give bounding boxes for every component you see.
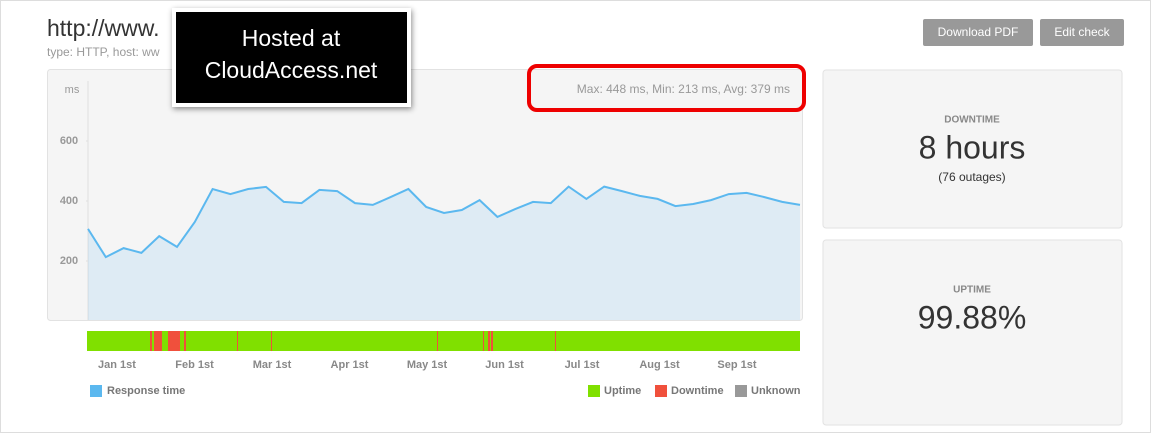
x-tick-label: Aug 1st bbox=[639, 359, 680, 371]
title: http://www. bbox=[47, 15, 159, 41]
x-tick-label: Jan 1st bbox=[98, 359, 136, 371]
x-tick-label: Apr 1st bbox=[331, 359, 369, 371]
legend-swatch bbox=[588, 385, 600, 397]
y-tick-label: 200 bbox=[60, 255, 78, 267]
stat-label: UPTIME bbox=[953, 285, 991, 296]
subtitle: type: HTTP, host: ww bbox=[47, 45, 160, 59]
x-tick-label: Feb 1st bbox=[175, 359, 214, 371]
chart-panel bbox=[47, 69, 803, 321]
status-bar bbox=[87, 331, 800, 351]
button[interactable] bbox=[1040, 19, 1124, 46]
overlay-text: Hosted at bbox=[242, 25, 341, 51]
highlight-box bbox=[527, 64, 806, 112]
legend-swatch bbox=[90, 385, 102, 397]
stat-card bbox=[822, 239, 1123, 426]
legend-label: Response time bbox=[107, 385, 185, 397]
x-tick-label: Jun 1st bbox=[485, 359, 524, 371]
legend-swatch bbox=[735, 385, 747, 397]
legend-label: Uptime bbox=[604, 385, 641, 397]
summary: Max: 448 ms, Min: 213 ms, Avg: 379 ms bbox=[577, 82, 790, 96]
stat-card bbox=[822, 69, 1123, 229]
legend-label: Unknown bbox=[751, 385, 801, 397]
downtime-marks bbox=[150, 331, 556, 351]
x-tick-label: Sep 1st bbox=[717, 359, 756, 371]
line bbox=[87, 185, 801, 259]
y-tick-label: 600 bbox=[60, 135, 78, 147]
legend-swatch bbox=[655, 385, 667, 397]
x-tick-label: May 1st bbox=[407, 359, 448, 371]
stat-detail: (76 outages) bbox=[938, 170, 1005, 184]
y-tick-label: 400 bbox=[60, 195, 78, 207]
stat-value: 8 hours bbox=[919, 129, 1026, 165]
x-tick-label: Jul 1st bbox=[565, 359, 600, 371]
button-label[interactable]: Edit check bbox=[1054, 25, 1110, 39]
x-tick-label: Mar 1st bbox=[253, 359, 292, 371]
unit-label: ms bbox=[65, 84, 80, 96]
button[interactable] bbox=[923, 19, 1033, 46]
stat-label: DOWNTIME bbox=[944, 115, 1000, 126]
area-fill bbox=[88, 186, 800, 320]
stat-value: 99.88% bbox=[918, 299, 1027, 335]
button-label[interactable]: Download PDF bbox=[938, 25, 1019, 39]
overlay-text: CloudAccess.net bbox=[205, 57, 378, 83]
overlay bbox=[176, 12, 407, 103]
legend-label: Downtime bbox=[671, 385, 724, 397]
